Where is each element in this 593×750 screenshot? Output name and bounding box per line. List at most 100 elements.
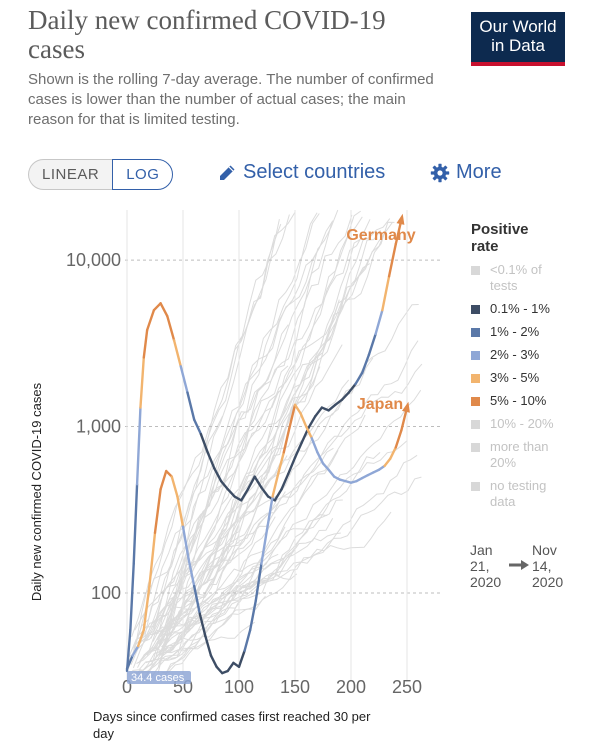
series-segment xyxy=(139,356,146,409)
series-segment xyxy=(132,483,139,565)
background-line xyxy=(161,298,344,657)
legend-item[interactable]: more than 20% xyxy=(471,439,591,471)
legend-label: 2% - 3% xyxy=(490,347,540,362)
series-segment xyxy=(176,495,185,528)
background-line xyxy=(137,491,286,668)
series-segment xyxy=(313,406,324,418)
legend-label: no testing data xyxy=(490,478,547,509)
series-segment xyxy=(340,391,350,401)
series-labels: Germany Japan xyxy=(346,227,415,413)
series-segment xyxy=(198,612,207,638)
background-line xyxy=(127,214,290,663)
series-segment xyxy=(204,634,213,657)
logo-line-1: Our World xyxy=(479,17,557,36)
series-segment xyxy=(186,391,196,421)
background-line xyxy=(161,263,370,648)
series-segment xyxy=(253,475,263,489)
series-segment xyxy=(254,562,263,602)
series-segment xyxy=(394,429,403,449)
more-label: More xyxy=(456,161,502,183)
legend-item[interactable]: 2% - 3% xyxy=(471,347,591,363)
legend-items: <0.1% of tests 0.1% - 1% 1% - 2% 2% - 3% 3% … xyxy=(471,262,591,510)
owid-logo[interactable]: Our World in Data xyxy=(471,12,565,66)
gear-icon xyxy=(430,163,450,182)
background-line xyxy=(138,366,321,646)
series-segment xyxy=(320,406,330,412)
background-line xyxy=(143,414,366,679)
series-segment xyxy=(215,665,224,675)
series-segment xyxy=(159,302,169,318)
select-countries-button[interactable]: Select countries xyxy=(217,161,385,184)
legend-item[interactable]: 1% - 2% xyxy=(471,324,591,340)
legend-swatch xyxy=(471,397,480,406)
series-segment xyxy=(327,403,337,412)
legend-label: 0.1% - 1% xyxy=(490,301,550,316)
series-segment xyxy=(293,441,303,459)
series-segment xyxy=(213,467,223,483)
series-segment xyxy=(327,468,336,478)
series-segment xyxy=(192,418,203,436)
more-button[interactable]: More xyxy=(430,161,502,184)
legend-label: 1% - 2% xyxy=(490,324,540,339)
series-segment xyxy=(170,475,179,498)
series-segment xyxy=(152,302,162,312)
background-line xyxy=(134,219,371,631)
y-tick-label: 1,000 xyxy=(76,417,121,437)
background-line xyxy=(152,223,282,642)
background-line xyxy=(151,440,408,677)
pencil-icon xyxy=(220,165,235,180)
series-segment xyxy=(240,488,250,502)
series-segment xyxy=(142,328,149,359)
background-line xyxy=(146,562,262,656)
series-end-arrow xyxy=(396,213,405,225)
legend-label: more than 20% xyxy=(490,439,549,470)
series-segment xyxy=(260,486,270,498)
series-segment xyxy=(148,531,157,588)
background-line xyxy=(150,517,334,652)
background-line xyxy=(153,216,363,661)
series-segment xyxy=(226,488,236,498)
series-segment xyxy=(316,451,325,465)
series-segment xyxy=(192,584,202,615)
legend-item[interactable]: 5% - 10% xyxy=(471,393,591,409)
legend-swatch xyxy=(471,305,480,314)
legend-item[interactable]: no testing data xyxy=(471,478,591,510)
series-segment xyxy=(293,403,302,415)
legend-item[interactable]: 3% - 5% xyxy=(471,370,591,386)
linear-scale-button[interactable]: LINEAR xyxy=(28,159,113,190)
series-japan xyxy=(125,401,410,675)
x-tick-label: 200 xyxy=(336,677,366,697)
legend-label: 5% - 10% xyxy=(490,393,547,408)
min-value-annotation: 34.4 cases xyxy=(131,672,185,684)
series-segment xyxy=(265,495,274,531)
series-segment xyxy=(226,661,235,673)
series-segment xyxy=(383,457,392,468)
legend-item[interactable]: <0.1% of tests xyxy=(471,262,591,294)
series-segment xyxy=(248,599,258,632)
x-tick-label: 100 xyxy=(224,677,254,697)
series-segment xyxy=(305,425,313,440)
series-segment xyxy=(367,332,377,356)
series-segment xyxy=(179,365,189,394)
y-axis-ticks: 100 1,000 10,000 xyxy=(66,250,121,603)
series-segment xyxy=(282,426,291,454)
series-segment xyxy=(153,488,162,534)
series-end-arrow xyxy=(402,401,410,413)
legend-item[interactable]: 0.1% - 1% xyxy=(471,301,591,317)
series-segment xyxy=(135,406,142,486)
select-countries-label: Select countries xyxy=(243,161,386,183)
series-segment xyxy=(145,309,156,332)
series-segment xyxy=(273,488,283,502)
series-segment xyxy=(172,339,182,368)
legend-item[interactable]: 10% - 20% xyxy=(471,416,591,432)
log-scale-button[interactable]: LOG xyxy=(112,159,174,190)
series-segment xyxy=(321,462,330,471)
chart-title: Daily new confirmed COVID-19 cases xyxy=(28,5,386,64)
scale-toggle: LINEAR LOG xyxy=(28,159,174,190)
series-segment xyxy=(361,353,371,375)
background-line xyxy=(133,211,296,649)
background-line xyxy=(145,532,341,664)
legend-swatch xyxy=(471,328,480,337)
series-segment xyxy=(354,371,364,386)
